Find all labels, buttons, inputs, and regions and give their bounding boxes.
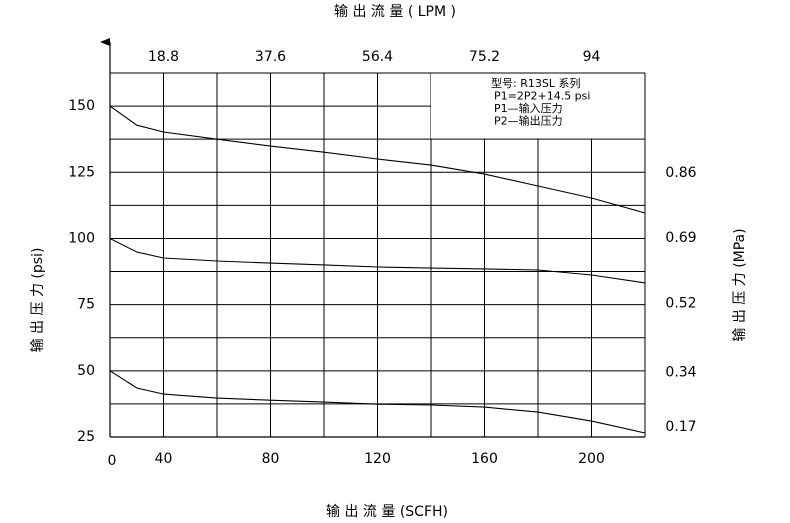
x2-tick-label: 75.2 [469, 49, 500, 65]
y2-tick-label: 0.86 [665, 165, 696, 181]
x-axis-title: 输 出 流 量 (SCFH) [326, 504, 448, 520]
y-tick-label: 125 [68, 164, 95, 180]
x2-tick-label: 94 [583, 49, 601, 65]
annotation: P1=2P2+14.5 psi [494, 90, 590, 103]
curve [109, 370, 646, 434]
annotation: 型号: R13SL 系列 [491, 76, 580, 90]
y2-tick-label: 0.52 [665, 295, 696, 311]
x2-tick-label: 18.8 [148, 49, 179, 65]
curve [109, 105, 646, 214]
y-axis-title: 输 出 压 力 (psi) [30, 248, 46, 353]
y2-tick-label: 0.69 [665, 230, 696, 246]
x2-tick-label: 37.6 [255, 49, 286, 65]
top-axis-title: 输 出 流 量 ( LPM ) [334, 4, 456, 20]
annotation-box [431, 73, 645, 139]
curve [109, 238, 646, 284]
annotation: P1—输入压力 [494, 101, 563, 115]
x-tick-label: 120 [364, 451, 391, 467]
y-tick-label: 25 [77, 429, 95, 445]
y-tick-label: 150 [68, 98, 95, 114]
x-tick-label: 80 [262, 451, 280, 467]
x2-tick-label: 56.4 [362, 49, 393, 65]
origin-label: 0 [108, 453, 117, 469]
y2-axis-title: 输 出 压 力 (MPa) [732, 228, 748, 341]
y2-tick-label: 0.34 [665, 364, 696, 380]
y2-tick-label: 0.17 [665, 419, 696, 435]
y-tick-label: 50 [77, 363, 95, 379]
y-tick-label: 75 [77, 297, 95, 313]
x-tick-label: 160 [471, 451, 498, 467]
annotation: P2—输出压力 [494, 114, 563, 128]
y-tick-label: 100 [68, 230, 95, 246]
x-tick-label: 200 [578, 451, 605, 467]
x-tick-label: 40 [155, 451, 173, 467]
